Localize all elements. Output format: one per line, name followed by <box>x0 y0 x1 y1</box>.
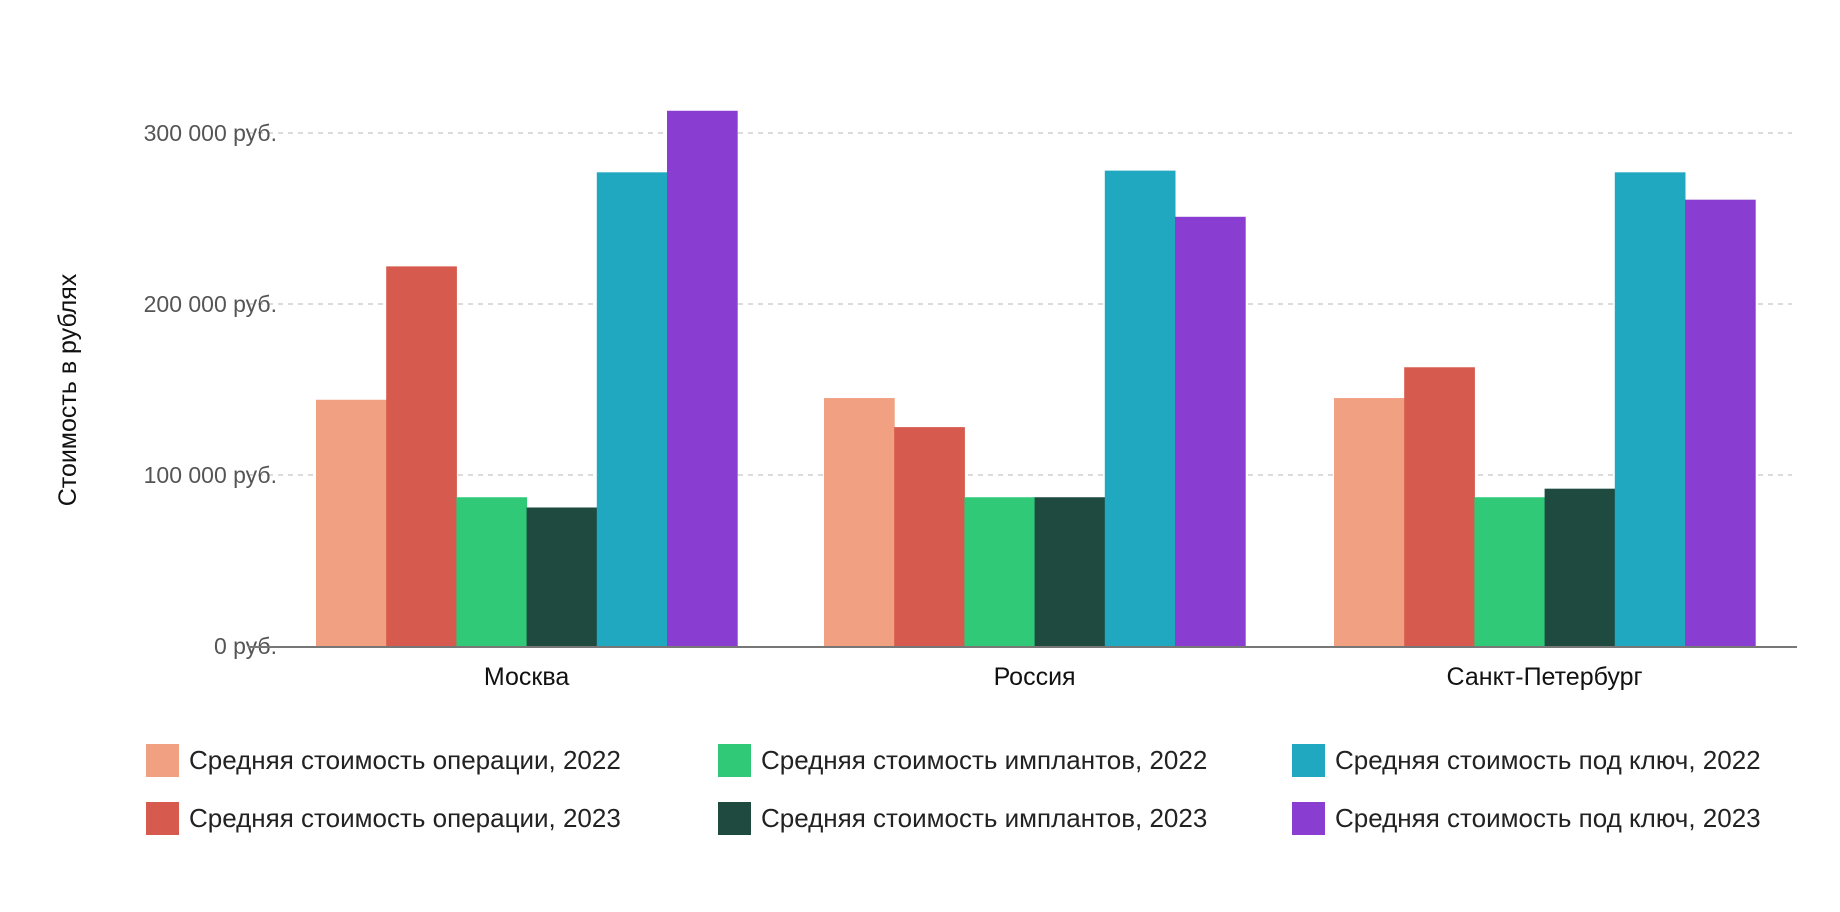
bar-1-2 <box>824 398 895 646</box>
legend-item-6: Средняя стоимость под ключ, 2023 <box>1292 802 1761 835</box>
legend-label: Средняя стоимость имплантов, 2022 <box>761 745 1207 775</box>
y-tick-label: 200 000 руб. <box>144 291 277 317</box>
y-axis-ticks: 0 руб.100 000 руб.200 000 руб.300 000 ру… <box>144 120 277 659</box>
x-category-label: Москва <box>484 663 569 691</box>
legend-item-4: Средняя стоимость имплантов, 2023 <box>718 802 1207 835</box>
legend-item-5: Средняя стоимость под ключ, 2022 <box>1292 744 1761 777</box>
legend-item-1: Средняя стоимость операции, 2022 <box>146 744 621 777</box>
bar-5-2 <box>1104 170 1176 646</box>
bar-6-3 <box>1685 199 1756 646</box>
bar-6-1 <box>667 110 738 646</box>
legend-item-2: Средняя стоимость операции, 2023 <box>146 802 621 835</box>
legend-swatch <box>146 744 179 777</box>
legend-label: Средняя стоимость операции, 2022 <box>189 745 621 775</box>
bar-4-1 <box>526 507 598 646</box>
legend-label: Средняя стоимость под ключ, 2023 <box>1335 803 1761 833</box>
bar-3-2 <box>964 497 1036 646</box>
bar-4-3 <box>1544 488 1616 646</box>
legend-swatch <box>1292 744 1325 777</box>
bar-5-3 <box>1614 172 1686 646</box>
bars <box>316 110 1756 647</box>
y-tick-label: 300 000 руб. <box>144 120 277 146</box>
bar-5-1 <box>596 172 668 646</box>
legend-label: Средняя стоимость под ключ, 2022 <box>1335 745 1761 775</box>
legend-swatch <box>146 802 179 835</box>
y-axis-title: Стоимость в рублях <box>54 273 82 506</box>
bar-1-3 <box>1334 398 1405 646</box>
bar-2-3 <box>1404 367 1475 646</box>
bar-6-2 <box>1175 216 1246 647</box>
legend-swatch <box>1292 802 1325 835</box>
legend-label: Средняя стоимость имплантов, 2023 <box>761 803 1207 833</box>
gridlines <box>248 132 1792 476</box>
x-category-label: Санкт-Петербург <box>1447 663 1643 691</box>
bar-1-1 <box>316 399 387 646</box>
bar-2-2 <box>894 427 965 646</box>
legend-item-3: Средняя стоимость имплантов, 2022 <box>718 744 1207 777</box>
x-category-label: Россия <box>994 663 1076 691</box>
legend: Средняя стоимость операции, 2022 Средняя … <box>146 744 1761 835</box>
legend-swatch <box>718 744 751 777</box>
y-tick-label: 100 000 руб. <box>144 462 277 488</box>
legend-label: Средняя стоимость операции, 2023 <box>189 803 621 833</box>
bar-2-1 <box>386 266 457 646</box>
legend-swatch <box>718 802 751 835</box>
x-axis-categories: Москва Россия Санкт-Петербург <box>484 663 1643 691</box>
bar-3-3 <box>1474 497 1546 646</box>
bar-3-1 <box>456 497 528 646</box>
bar-4-2 <box>1034 497 1106 646</box>
